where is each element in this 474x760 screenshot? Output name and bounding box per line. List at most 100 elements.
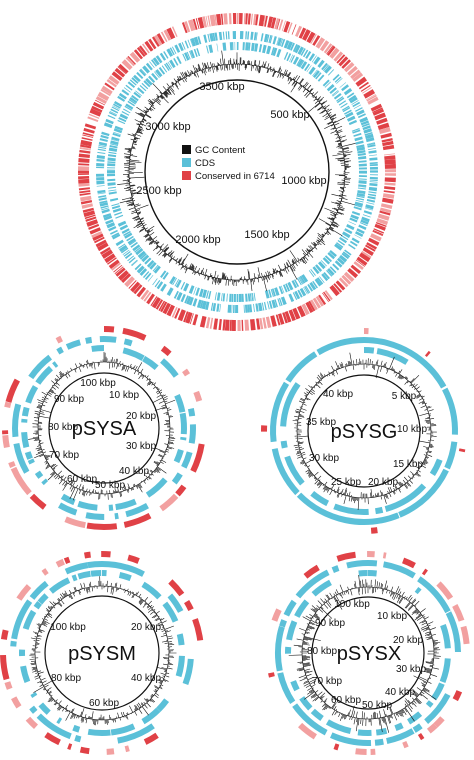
conserved-track [148, 38, 157, 50]
cds-reverse-track [350, 214, 359, 220]
conserved-track [384, 173, 396, 176]
cds-forward-track [253, 32, 257, 41]
cds-reverse-track [111, 203, 120, 207]
cds-reverse-track [276, 48, 282, 58]
conserved-track [310, 299, 318, 311]
conserved-track [375, 221, 387, 228]
plasmid-name: pSYSA [72, 418, 137, 440]
conserved-track [91, 231, 103, 238]
conserved-track [263, 15, 266, 27]
cds-reverse-track [37, 593, 49, 605]
cds-forward-track [11, 599, 33, 640]
cds-forward-track [245, 31, 248, 40]
conserved-track [128, 280, 137, 289]
conserved-track [350, 264, 362, 274]
cds-forward-track [346, 560, 368, 569]
cds-forward-track [112, 105, 120, 110]
psysm-backbone-circle [44, 595, 160, 711]
cds-reverse-track [107, 161, 116, 164]
cds-reverse-track [119, 113, 129, 120]
cds-reverse-track [324, 81, 331, 88]
conserved-track [79, 746, 90, 755]
plasmid-map-psysx: pSYSX 10 kbp 20 kbp 30 kbp 40 kbp 50 kbp… [268, 550, 470, 755]
cds-forward-track [98, 141, 108, 147]
conserved-track [107, 257, 117, 265]
cds-forward-track [197, 36, 202, 45]
conserved-track [187, 19, 196, 32]
cds-reverse-track [121, 111, 130, 116]
cds-reverse-track [107, 186, 117, 189]
cds-reverse-track [354, 204, 363, 208]
cds-forward-track [102, 561, 145, 577]
conserved-track [192, 314, 199, 326]
cds-reverse-track [346, 115, 356, 122]
cds-forward-track [355, 107, 363, 112]
conserved-track [270, 315, 277, 327]
conserved-track [308, 300, 316, 312]
conserved-track [256, 318, 261, 330]
cds-forward-track [356, 228, 365, 234]
conserved-track [88, 223, 100, 230]
cds-forward-track [96, 159, 105, 162]
cds-forward-track [367, 195, 376, 200]
cds-forward-track [366, 202, 375, 205]
cds-forward-track [358, 224, 367, 230]
cds-forward-track [235, 304, 239, 314]
cds-reverse-track [19, 649, 26, 657]
cds-reverse-track [109, 143, 118, 146]
cds-forward-track [313, 56, 321, 65]
conserved-track [141, 43, 150, 54]
psysg-tick-label: 40 kbp [323, 389, 353, 400]
cds-forward-track [110, 108, 119, 114]
cds-forward-track [96, 154, 105, 159]
psysg-tick-label: 30 kbp [309, 453, 339, 464]
cds-reverse-track [24, 451, 33, 460]
cds-forward-track [307, 283, 314, 292]
cds-forward-track [11, 403, 22, 438]
psysg-tick-label: 35 kbp [306, 417, 336, 428]
cds-forward-track [201, 300, 207, 310]
cds-forward-track [117, 723, 155, 744]
gc-baseline-circle [296, 363, 432, 499]
conserved-track [458, 448, 466, 453]
conserved-track [305, 301, 314, 314]
cds-forward-track [178, 42, 184, 52]
cds-forward-track [295, 569, 330, 599]
cds-reverse-track [186, 51, 191, 60]
psysm-tick-label: 80 kbp [51, 673, 81, 684]
chromosome-tick-label: 1500 kbp [244, 229, 289, 241]
cds-reverse-track [146, 259, 155, 268]
legend-label-gc: GC Content [195, 145, 246, 156]
conserved-track [183, 311, 189, 323]
conserved-track [384, 182, 396, 186]
cds-forward-track [334, 76, 342, 83]
cds-reverse-track [174, 394, 186, 413]
conserved-track [91, 105, 103, 113]
cds-forward-track [366, 199, 376, 203]
psysa-backbone-circle [48, 372, 160, 484]
cds-forward-track [233, 304, 235, 313]
conserved-track [275, 314, 281, 326]
conserved-track [87, 116, 99, 123]
conserved-track [220, 13, 224, 25]
cds-forward-track [127, 255, 135, 262]
conserved-track [99, 247, 111, 255]
conserved-track [347, 267, 359, 279]
cds-reverse-track [357, 150, 366, 154]
cds-reverse-track [358, 180, 367, 184]
cds-reverse-track [162, 601, 179, 623]
conserved-track [182, 368, 191, 377]
cds-forward-track [368, 560, 378, 567]
cds-reverse-track [315, 72, 322, 80]
cds-reverse-track [128, 99, 137, 105]
cds-forward-track [268, 34, 272, 44]
cds-forward-track [181, 41, 186, 50]
cds-forward-track [122, 249, 130, 255]
cds-forward-track [85, 512, 105, 521]
conserved-track [86, 219, 99, 227]
cds-reverse-track [283, 51, 289, 60]
cds-reverse-track [193, 286, 197, 295]
cds-forward-track [104, 335, 117, 343]
cds-reverse-track [311, 579, 332, 597]
conserved-track [282, 312, 288, 324]
